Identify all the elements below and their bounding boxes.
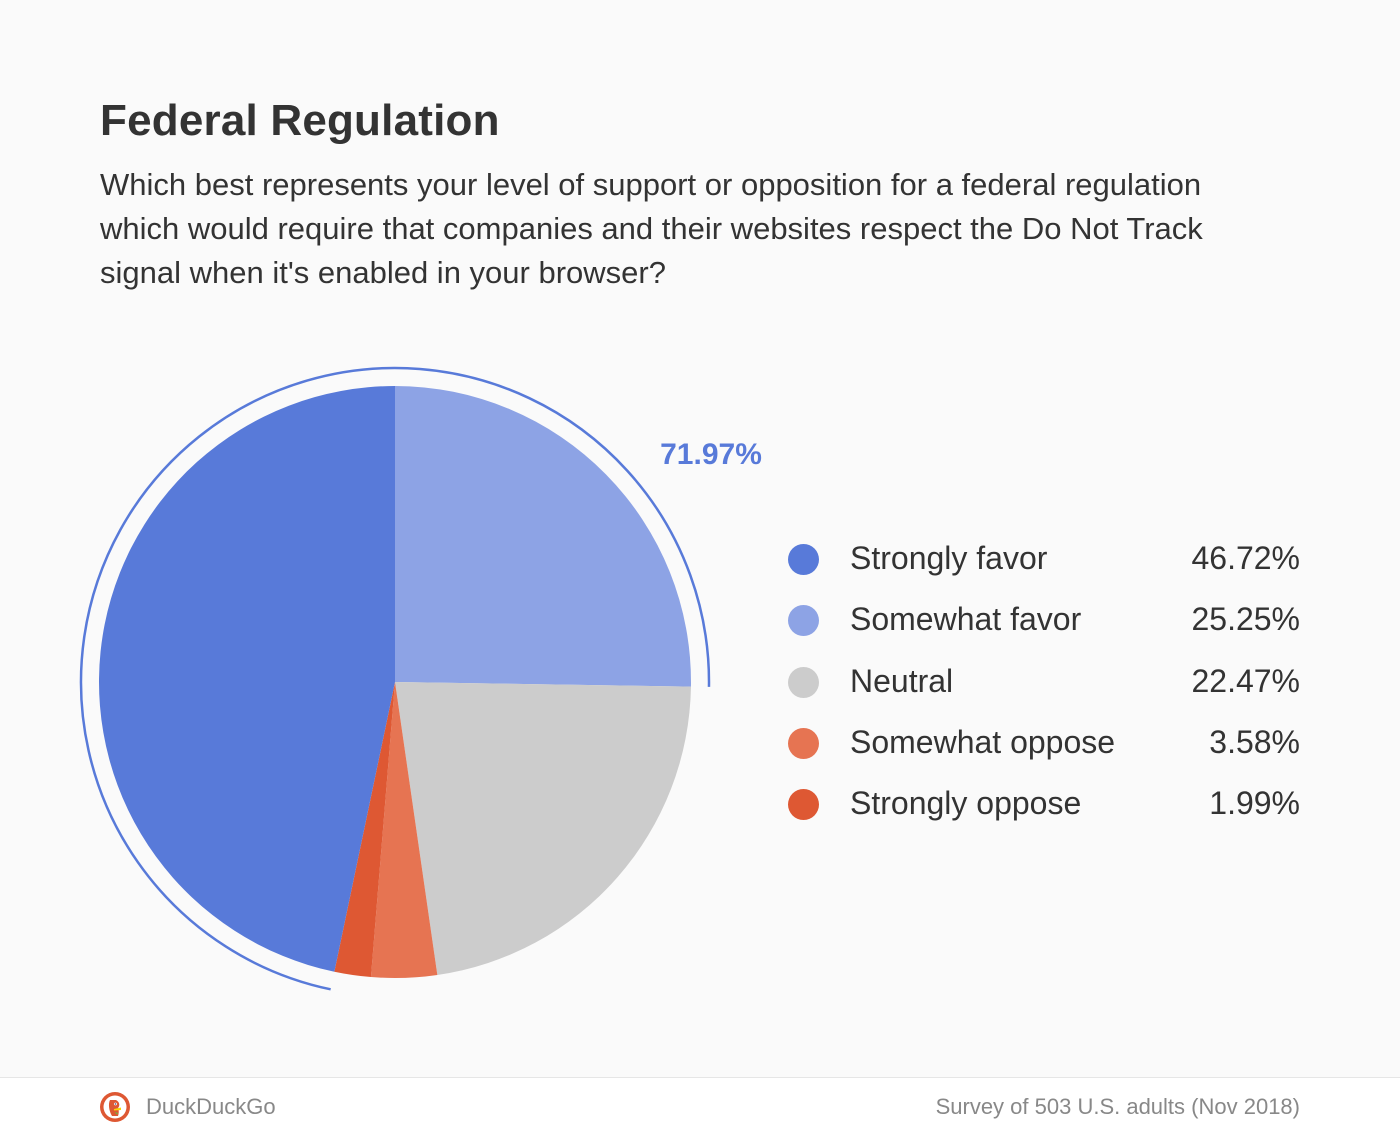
chart-legend: Strongly favor 46.72% Somewhat favor 25.25%… — [788, 528, 1300, 834]
legend-label: Neutral — [850, 662, 954, 699]
legend-label: Somewhat oppose — [850, 723, 1116, 760]
pie-slice-somewhat-oppose — [370, 682, 438, 978]
legend-item-neutral: Neutral 22.47% — [788, 651, 1300, 712]
legend-label: Strongly oppose — [850, 785, 1082, 822]
survey-source: Survey of 503 U.S. adults (Nov 2018) — [935, 1094, 1300, 1119]
legend-swatch — [788, 789, 819, 821]
legend-swatch — [788, 544, 819, 575]
duckduckgo-logo-icon — [100, 1092, 130, 1122]
chart-subtitle: Which best represents your level of supp… — [100, 167, 1203, 290]
chart-title: Federal Regulation — [100, 96, 500, 145]
legend-swatch — [788, 727, 819, 759]
brand-name: DuckDuckGo — [146, 1094, 276, 1119]
favor-total-arc — [79, 366, 711, 991]
legend-swatch — [788, 605, 819, 637]
pie-slice-strongly-favor — [98, 386, 396, 972]
pie-chart: 71.97% — [79, 366, 762, 991]
favor-total-label: 71.97% — [660, 438, 762, 471]
legend-value: 25.25% — [1191, 601, 1300, 638]
legend-item-somewhat-oppose: Somewhat oppose 3.58% — [788, 712, 1300, 773]
legend-item-somewhat-favor: Somewhat favor 25.25% — [788, 589, 1300, 650]
footer-divider — [0, 1077, 1400, 1078]
pie-slice-neutral — [395, 682, 691, 975]
legend-item-strongly-oppose: Strongly oppose 1.99% — [788, 773, 1300, 834]
legend-label: Strongly favor — [850, 540, 1048, 576]
pie-slices — [98, 386, 692, 978]
legend-swatch — [788, 666, 819, 698]
legend-value: 3.58% — [1209, 723, 1300, 760]
footer: DuckDuckGo Survey of 503 U.S. adults (No… — [0, 1078, 1400, 1137]
legend-value: 22.47% — [1191, 662, 1300, 699]
legend-label: Somewhat favor — [850, 601, 1082, 638]
pie-slice-strongly-oppose — [334, 682, 395, 978]
pie-slice-somewhat-favor — [395, 386, 692, 687]
legend-value: 1.99% — [1209, 785, 1300, 822]
legend-item-strongly-favor: Strongly favor 46.72% — [788, 528, 1300, 589]
legend-value: 46.72% — [1191, 540, 1300, 576]
